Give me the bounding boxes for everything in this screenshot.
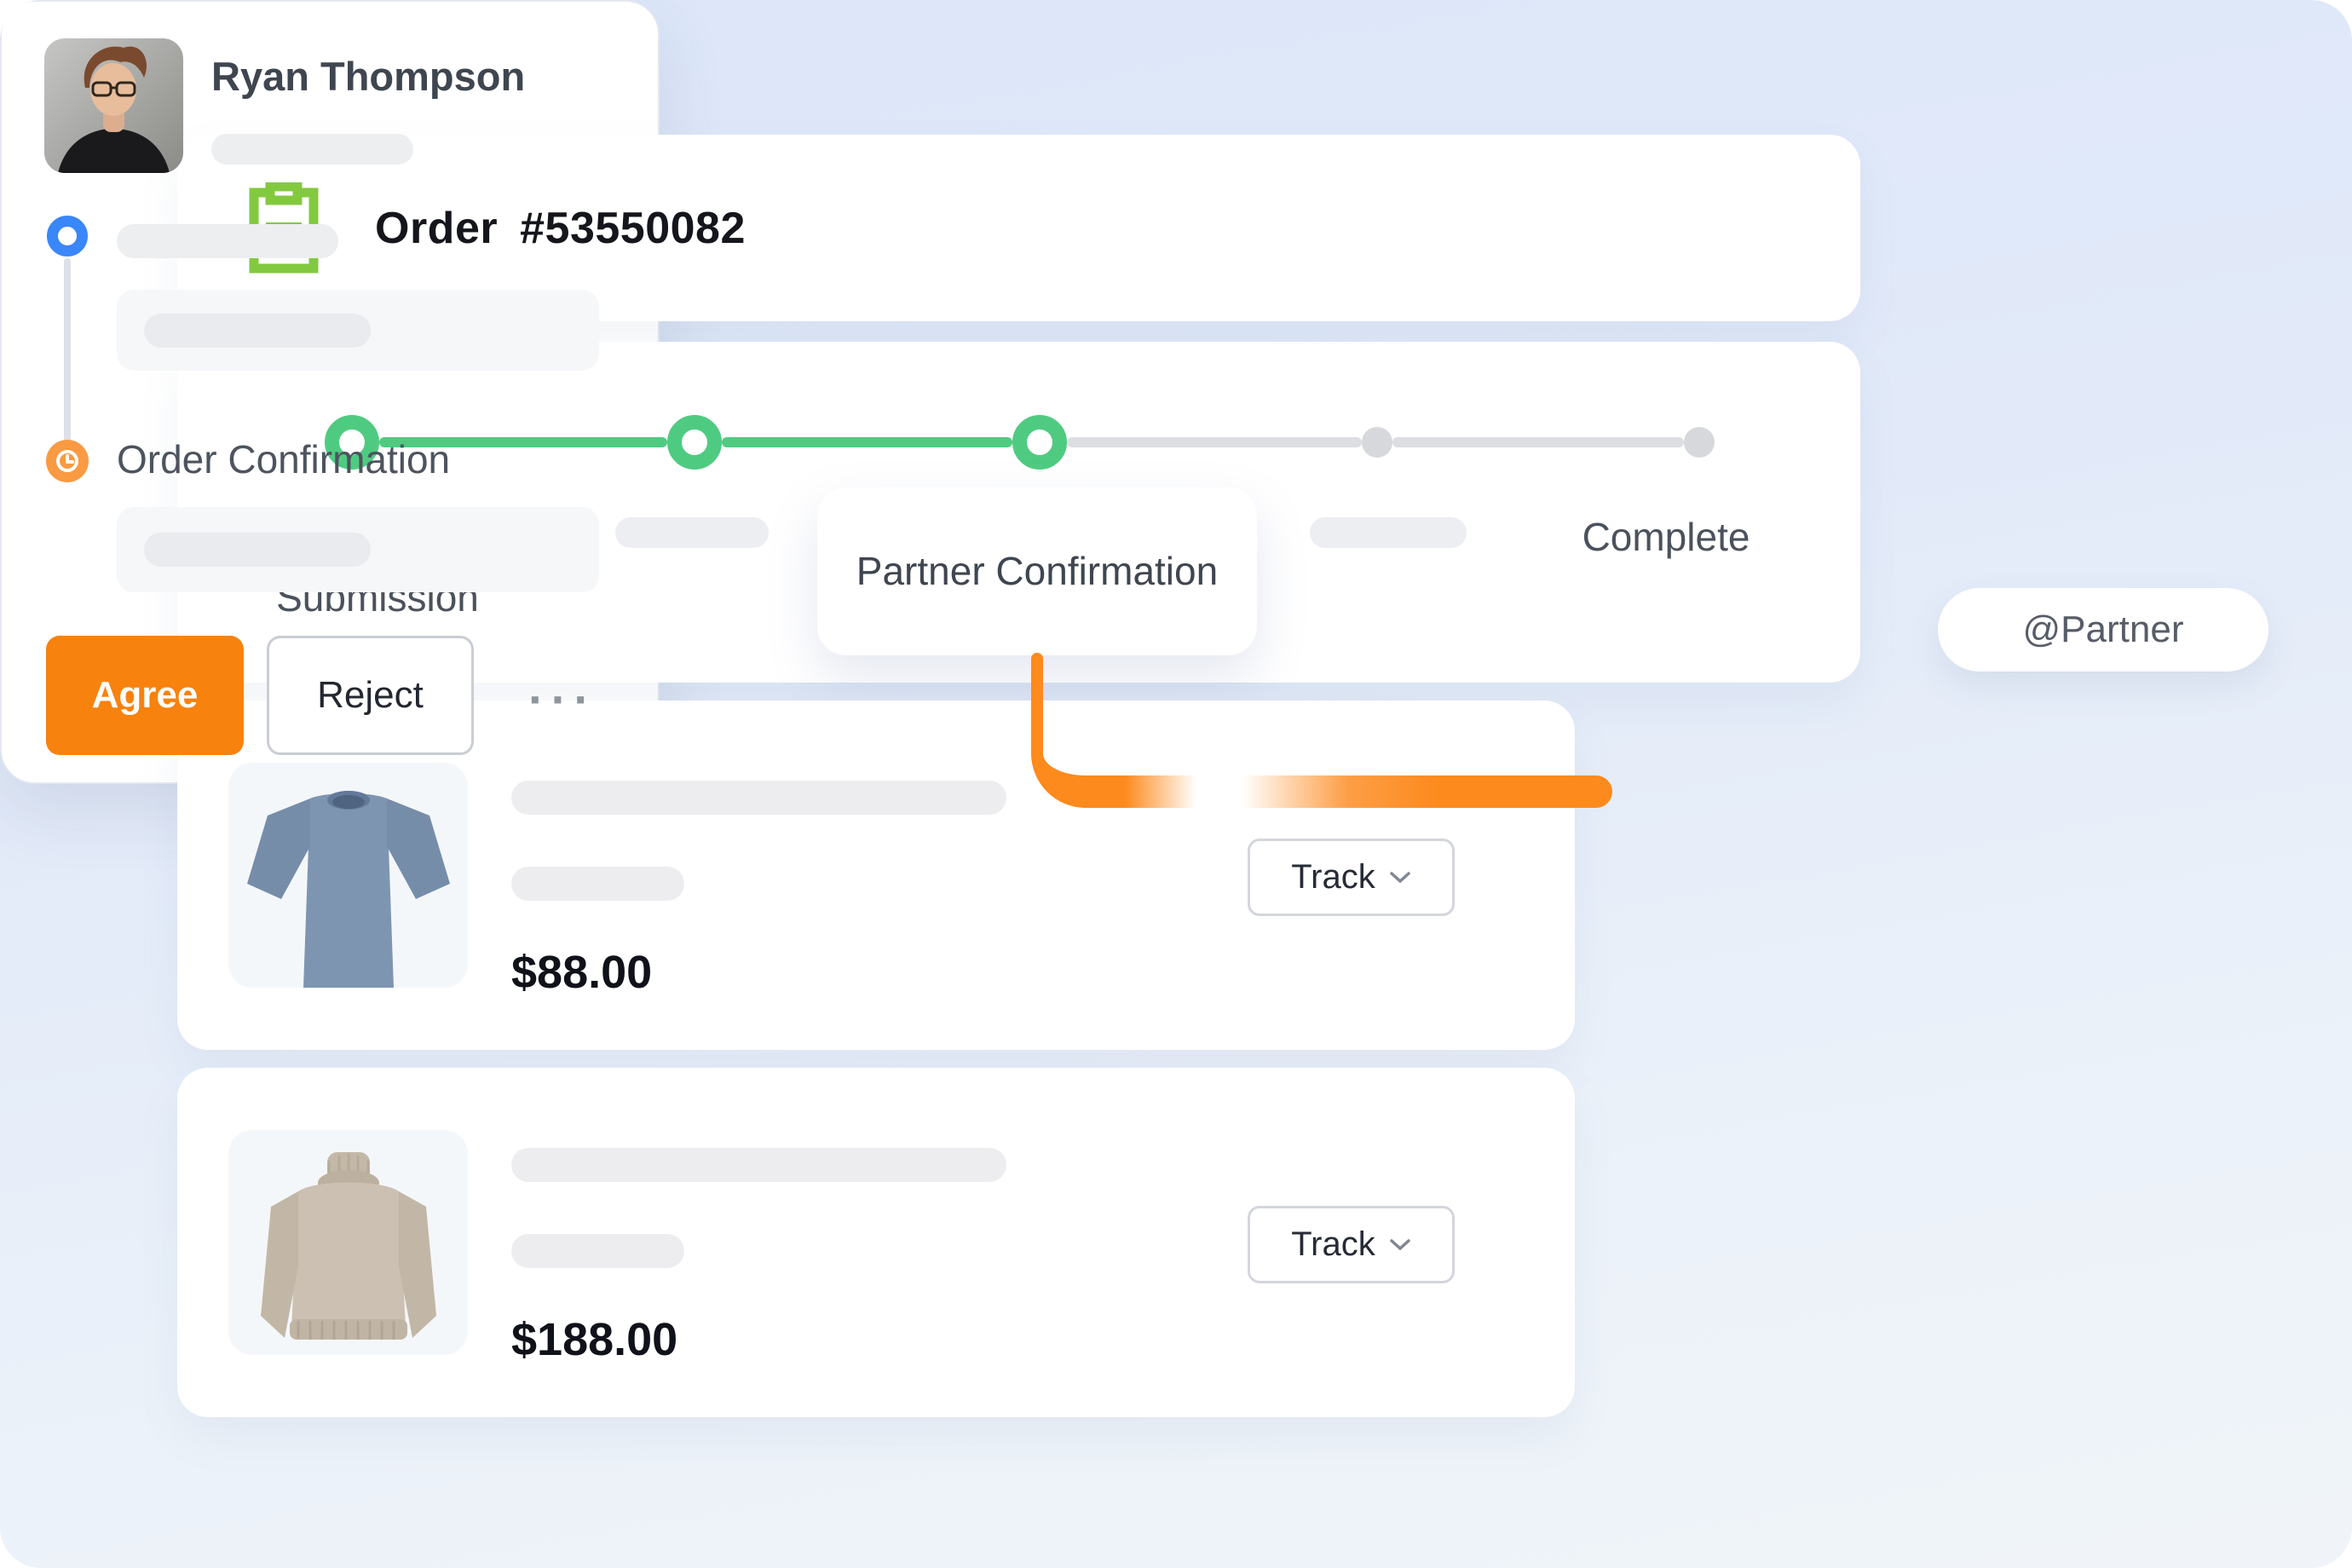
placeholder-bar: [144, 314, 371, 348]
step-node-2: [667, 415, 722, 470]
track-button-label: Track: [1291, 1225, 1375, 1263]
step-label-placeholder: [615, 517, 769, 548]
more-options-button[interactable]: ···: [528, 672, 597, 726]
chevron-down-icon: [1390, 871, 1410, 883]
placeholder-bar: [211, 134, 413, 164]
placeholder-bar: [144, 533, 371, 567]
page-title: Order #53550082: [375, 135, 746, 321]
step-node-complete: [1684, 427, 1715, 458]
product-image-sweater: [228, 1130, 468, 1355]
agree-button[interactable]: Agree: [46, 636, 244, 755]
order-label: Order: [375, 203, 499, 253]
step-node-partner-confirmation: [1012, 415, 1067, 470]
product-image-tshirt: [228, 763, 468, 988]
placeholder-bar: [511, 1148, 1006, 1182]
step-label-partner-confirmation: Partner Confirmation: [817, 487, 1257, 655]
track-button[interactable]: Track: [1248, 1206, 1455, 1283]
chevron-down-icon: [1390, 1238, 1410, 1250]
timeline-step-done-icon: [47, 216, 88, 257]
reject-button[interactable]: Reject: [267, 636, 474, 755]
timeline-step-title: Order Confirmation: [117, 437, 451, 481]
placeholder-bar: [511, 781, 1006, 815]
product-price: $88.00: [511, 947, 653, 998]
timeline-detail-box: [117, 507, 599, 592]
avatar: [44, 38, 183, 173]
connector-line-horizontal: [1104, 775, 1612, 808]
partner-mention-badge[interactable]: @Partner: [1938, 588, 2268, 672]
placeholder-bar: [511, 867, 684, 901]
timeline-line: [64, 258, 71, 442]
placeholder-bar: [511, 1234, 684, 1268]
stepper-segment-pending: [1067, 437, 1362, 447]
track-button[interactable]: Track: [1248, 839, 1455, 916]
stepper-segment-pending: [1392, 437, 1684, 447]
track-button-label: Track: [1291, 858, 1375, 896]
placeholder-bar: [117, 224, 338, 258]
product-card-tshirt: $88.00 Track: [177, 700, 1575, 1050]
step-node-4: [1362, 427, 1392, 458]
step-node-order-submission: [325, 415, 379, 470]
connector-line-vertical: [1031, 653, 1043, 726]
stepper-segment-done: [379, 437, 667, 447]
step-label-placeholder: [1310, 517, 1467, 548]
clock-icon: [56, 450, 78, 472]
timeline-detail-box: [117, 290, 599, 371]
product-price: $188.00: [511, 1314, 678, 1365]
step-label-complete: Complete: [1582, 515, 1750, 559]
stepper-segment-done: [722, 437, 1012, 447]
timeline-step-pending-icon: [46, 440, 89, 482]
partner-name: Ryan Thompson: [211, 54, 526, 99]
order-number: #53550082: [520, 203, 746, 253]
product-card-sweater: $188.00 Track: [177, 1068, 1575, 1417]
